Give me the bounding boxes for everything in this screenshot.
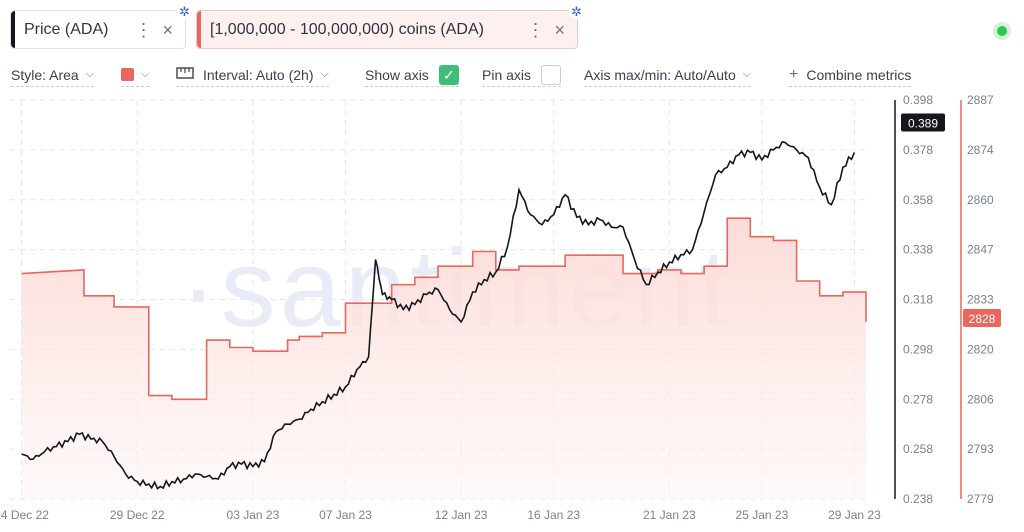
price-axis-tick-label: 0.318 (903, 293, 933, 307)
price-series-line (21, 141, 856, 490)
time-axis-tick-label: 25 Jan 23 (736, 508, 789, 522)
interval-dropdown[interactable]: Interval: Auto (2h) ⌵ (176, 63, 329, 87)
pin-axis-label: Pin axis (482, 66, 532, 83)
price-axis-tick-label: 0.358 (903, 193, 933, 207)
pin-axis-toggle[interactable]: Pin axis (482, 63, 562, 87)
color-picker[interactable]: ⌵ (121, 63, 150, 87)
time-axis-ticks: 24 Dec 22 29 Dec 22 03 Jan 23 07 Jan 23 12 J… (0, 508, 881, 522)
close-icon[interactable]: × (554, 19, 565, 40)
coins-area-fill (21, 218, 867, 499)
time-axis-tick-label: 07 Jan 23 (319, 508, 372, 522)
close-icon[interactable]: × (162, 19, 173, 40)
plus-icon: + (789, 65, 799, 83)
time-axis-tick-label: 12 Jan 23 (435, 508, 488, 522)
combine-metrics-label: Combine metrics (806, 66, 912, 83)
price-axis-tick-label: 0.258 (903, 442, 933, 456)
last-value-badges: 0.389 2828 (901, 113, 1001, 327)
coins-axis-tick-label: 2793 (967, 442, 994, 456)
more-options-icon[interactable]: ⋮ (134, 19, 153, 40)
price-color-bar (11, 11, 15, 48)
price-axis-tick-label: 0.378 (903, 143, 933, 157)
metric-tab-price[interactable]: Price (ADA) ⋮ × ✲ (10, 4, 192, 49)
coins-axis-tick-label: 2887 (967, 93, 994, 107)
metric-tab-coins[interactable]: [1,000,000 - 100,000,000) coins (ADA) ⋮ … (196, 4, 584, 49)
axis-minmax-label: Axis max/min: Auto/Auto (584, 66, 736, 83)
ruler-icon (176, 66, 194, 84)
time-axis-tick-label: 16 Jan 23 (527, 508, 580, 522)
show-axis-label: Show axis (365, 66, 429, 83)
settings-icon[interactable]: ✲ (569, 4, 584, 19)
coins-axis-tick-label: 2806 (967, 392, 994, 406)
show-axis-toggle[interactable]: Show axis ✓ (365, 63, 459, 87)
more-options-icon[interactable]: ⋮ (526, 19, 545, 40)
coins-last-value: 2828 (969, 312, 996, 326)
axis-minmax-dropdown[interactable]: Axis max/min: Auto/Auto ⌵ (584, 63, 752, 87)
price-axis-tick-label: 0.398 (903, 93, 933, 107)
price-last-value-badge (901, 113, 945, 132)
style-label: Style: Area (11, 66, 79, 83)
chart-toolbar: Style: Area ⌵ ⌵ Interval: Auto (2h) ⌵ Sh… (0, 63, 1024, 87)
coins-axis-tick-label: 2874 (967, 143, 994, 157)
metric-tab-label: Price (ADA) (24, 20, 109, 38)
price-axis-tick-label: 0.238 (903, 492, 933, 506)
time-axis-tick-label: 21 Jan 23 (643, 508, 696, 522)
show-axis-checkbox[interactable]: ✓ (438, 64, 459, 85)
coins-color-bar (197, 11, 201, 48)
coins-series-line (21, 217, 867, 401)
price-axis-tick-label: 0.338 (903, 243, 933, 257)
price-axis-tick-label: 0.298 (903, 342, 933, 356)
coins-axis-tick-label: 2860 (967, 193, 994, 207)
chevron-down-icon: ⌵ (742, 68, 752, 80)
coins-axis-tick-label: 2779 (967, 492, 994, 506)
chevron-down-icon: ⌵ (141, 68, 150, 80)
time-axis-tick-label: 29 Dec 22 (110, 508, 165, 522)
price-last-value: 0.389 (908, 116, 938, 130)
chart-area[interactable]: ·santiment 0.3980.3780.3580.3380.3180.29… (0, 90, 1024, 532)
metric-tab-label: [1,000,000 - 100,000,000) coins (ADA) (210, 20, 484, 38)
time-axis-tick-label: 24 Dec 22 (0, 508, 49, 522)
pin-axis-checkbox[interactable] (541, 64, 562, 85)
coins-axis-tick-label: 2833 (967, 293, 994, 307)
interval-label: Interval: Auto (2h) (203, 66, 314, 83)
coins-last-value-badge (963, 308, 1001, 327)
style-dropdown[interactable]: Style: Area ⌵ (11, 63, 95, 87)
chevron-down-icon: ⌵ (85, 68, 95, 80)
price-axis-tick-label: 0.278 (903, 392, 933, 406)
coins-axis-tick-label: 2820 (967, 342, 994, 356)
chevron-down-icon: ⌵ (320, 68, 329, 80)
time-axis-tick-label: 03 Jan 23 (227, 508, 280, 522)
time-axis-tick-label: 29 Jan 23 (828, 508, 881, 522)
live-status-icon (993, 22, 1011, 40)
combine-metrics-button[interactable]: + Combine metrics (789, 63, 912, 87)
price-axis-ticks: 0.398 0.378 0.358 0.338 0.318 0.298 0.278 0.258… (903, 93, 933, 506)
color-swatch (121, 68, 134, 81)
coins-axis-tick-label: 2847 (967, 243, 994, 257)
coins-axis-ticks: 2887 2874 2860 2847 2833 2820 2806 2793 2779 (967, 93, 994, 506)
settings-icon[interactable]: ✲ (177, 4, 192, 19)
